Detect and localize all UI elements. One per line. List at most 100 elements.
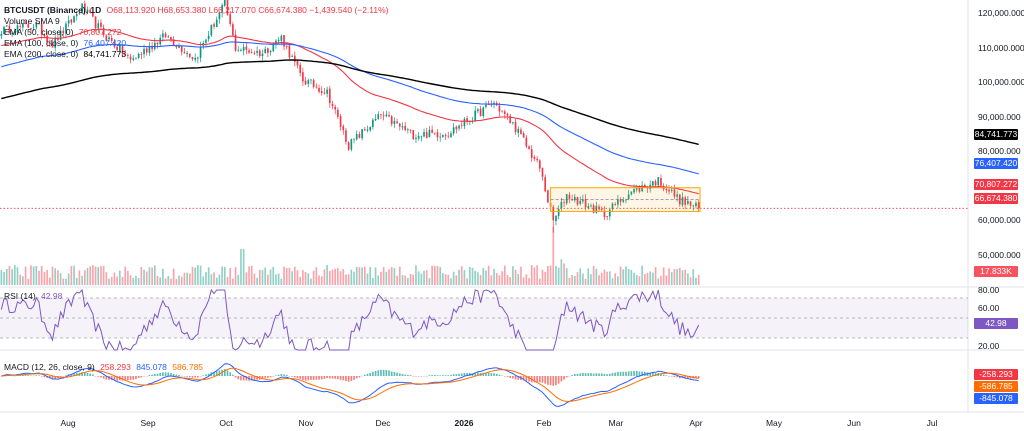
volume-bar — [377, 275, 380, 285]
candle-body — [73, 16, 75, 23]
volume-bar — [622, 269, 625, 285]
macd-histogram-bar — [328, 376, 331, 379]
macd-histogram-bar — [148, 375, 151, 376]
candle-body — [388, 115, 390, 117]
macd-histogram-bar — [482, 372, 485, 376]
candle-body — [242, 46, 245, 51]
volume-bar — [86, 267, 89, 285]
macd-histogram-bar — [310, 376, 312, 380]
legend-ema100[interactable]: EMA (100, close, 0) 76,407.420 — [4, 38, 129, 48]
macd-histogram-bar — [366, 373, 369, 376]
volume-bar — [30, 265, 32, 285]
legend-volume[interactable]: Volume SMA 9 — [4, 16, 63, 26]
volume-bar — [156, 275, 159, 285]
candle-body — [458, 125, 460, 129]
macd-histogram-bar — [223, 369, 226, 376]
macd-histogram-bar — [595, 373, 598, 376]
macd-line-value: 845.078 — [136, 362, 167, 372]
macd-histogram-bar — [433, 374, 436, 376]
volume-bar — [436, 266, 439, 285]
candle-body — [264, 48, 267, 53]
macd-signal-line — [1, 367, 699, 402]
candle-body — [689, 201, 692, 206]
ema50-value: 70,807.272 — [78, 27, 122, 37]
candle-body — [210, 25, 213, 36]
volume-bar — [258, 269, 261, 285]
macd-histogram-bar — [598, 373, 600, 376]
candle-body — [520, 129, 522, 134]
volume-bar — [627, 268, 630, 285]
macd-histogram-bar — [65, 375, 67, 376]
macd-histogram-bar — [127, 376, 129, 381]
legend-symbol[interactable]: BTCUSDT (Binance), 1D O68,113.920 H68,65… — [4, 5, 392, 15]
macd-histogram-bar — [641, 371, 643, 376]
macd-histogram-bar — [485, 372, 487, 376]
candle-body — [695, 202, 697, 207]
volume-bar — [684, 269, 687, 285]
candle-body — [463, 118, 466, 127]
volume-bar — [81, 275, 83, 285]
candle-body — [681, 197, 684, 206]
macd-histogram-bar — [498, 374, 501, 376]
legend-ema50[interactable]: EMA (50, close, 0) 70,807.272 — [4, 27, 124, 37]
macd-histogram-bar — [355, 376, 358, 379]
macd-histogram-bar — [398, 373, 401, 376]
candle-body — [250, 51, 253, 53]
macd-histogram-bar — [687, 376, 689, 379]
volume-bar — [428, 278, 431, 285]
macd-histogram-bar — [382, 369, 385, 376]
price-tick-90k: 90,000.000 — [978, 112, 1021, 122]
volume-bar — [673, 268, 676, 285]
volume-bar — [275, 274, 277, 285]
time-label-jul: Jul — [926, 418, 938, 428]
legend-macd[interactable]: MACD (12, 26, close, 9) 258.293 845.078 … — [4, 362, 206, 372]
volume-bar — [363, 266, 366, 285]
macd-histogram-bar — [549, 376, 552, 386]
volume-bar — [603, 269, 606, 285]
macd-histogram-bar — [622, 371, 625, 376]
macd-histogram-bar — [186, 376, 188, 377]
macd-histogram-bar — [603, 374, 606, 376]
volume-bar — [234, 267, 237, 285]
candle-body — [503, 111, 506, 114]
volume-bar — [162, 268, 164, 285]
macd-histogram-bar — [73, 373, 75, 376]
volume-bar — [151, 267, 153, 285]
volume-bar — [528, 278, 530, 285]
candle-body — [563, 202, 565, 204]
volume-bar — [415, 265, 417, 285]
candle-body — [568, 194, 571, 199]
macd-histogram-bar — [202, 375, 205, 376]
macd-histogram-bar — [614, 372, 617, 376]
legend-rsi[interactable]: RSI (14) 42.98 — [4, 291, 65, 301]
macd-histogram-bar — [232, 374, 234, 376]
macd-histogram-bar — [557, 376, 560, 384]
volume-bar — [0, 270, 3, 285]
time-label-mar: Mar — [608, 418, 624, 428]
macd-histogram-bar — [51, 376, 54, 380]
candle-body — [374, 119, 377, 121]
legend-ema200[interactable]: EMA (200, close, 0) 84,741.773 — [4, 49, 129, 59]
volume-bar — [245, 272, 248, 285]
macd-histogram-bar — [487, 372, 490, 376]
volume-bar — [560, 259, 563, 285]
macd-histogram-bar — [92, 374, 94, 376]
candle-body — [132, 58, 135, 60]
volume-bar — [326, 265, 328, 285]
volume-bar — [143, 269, 145, 285]
macd-histogram-bar — [264, 376, 267, 379]
volume-bar — [660, 275, 662, 285]
macd-histogram-bar — [135, 376, 137, 380]
macd-histogram-bar — [32, 375, 35, 377]
candle-body — [261, 53, 264, 57]
candle-body — [409, 129, 412, 131]
candle-body — [385, 114, 388, 117]
candle-body — [293, 55, 296, 62]
volume-bar — [307, 273, 310, 285]
price-tick-120k: 120,000.000 — [978, 8, 1024, 18]
macd-histogram-bar — [450, 374, 452, 376]
volume-bar — [487, 265, 490, 285]
candle-body — [334, 106, 337, 110]
volume-bar — [544, 271, 547, 285]
